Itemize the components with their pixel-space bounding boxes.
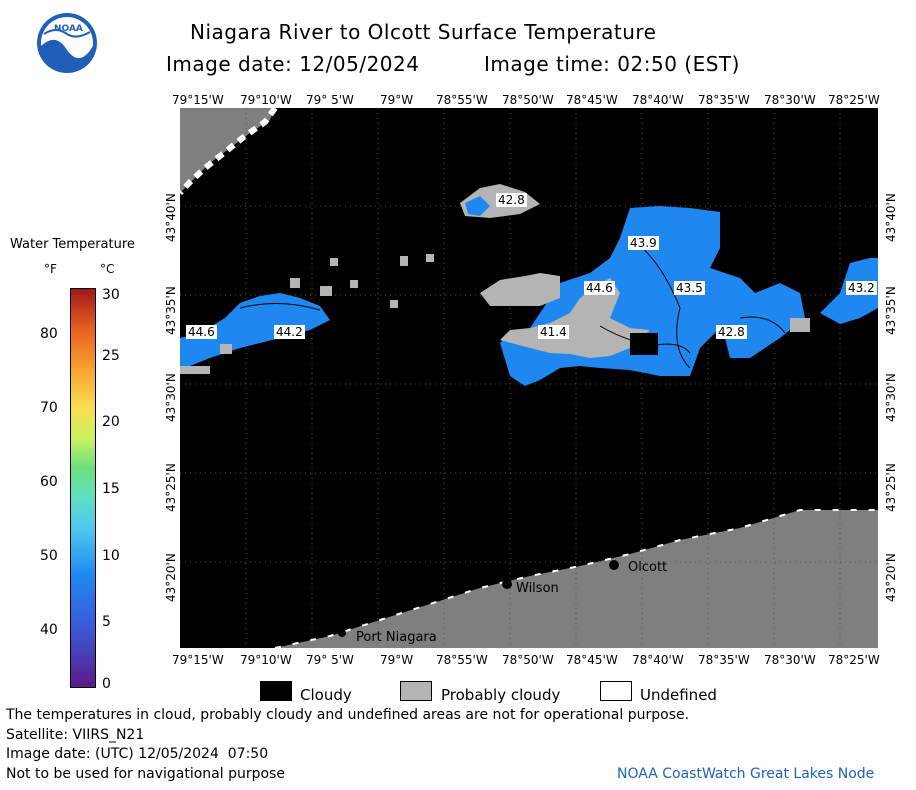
colorbar-c-tick: 25: [102, 348, 120, 364]
contours: [239, 237, 786, 369]
lon-tick: 78°40'W: [632, 93, 684, 107]
lon-tick: 79°W: [380, 653, 414, 667]
colorbar-unit-f: °F: [44, 262, 57, 276]
lon-tick: 78°40'W: [632, 653, 684, 667]
colorbar-f-tick: 40: [40, 622, 58, 638]
lon-tick: 79°10'W: [240, 653, 292, 667]
land-canada-corner: [180, 108, 275, 193]
legend-label-undefined: Undefined: [640, 686, 717, 704]
town-olcott: Olcott: [628, 560, 668, 575]
lon-tick: 78°35'W: [698, 93, 750, 107]
legend-label-cloudy: Cloudy: [300, 686, 352, 704]
lat-tick: 43°25'N: [164, 463, 178, 512]
temp-label: 44.6: [186, 325, 217, 339]
temp-label: 43.2: [846, 281, 877, 295]
lon-tick: 78°50'W: [502, 93, 554, 107]
colorbar-f-tick: 60: [40, 474, 58, 490]
image-date: Image date: 12/05/2024: [166, 52, 420, 76]
temp-label: 44.2: [274, 325, 305, 339]
lon-tick: 78°25'W: [828, 93, 880, 107]
town-port-niagara: Port Niagara: [356, 630, 437, 645]
lat-tick: 43°25'N: [884, 463, 898, 512]
temp-label: 41.4: [538, 325, 569, 339]
legend-swatch-probably-cloudy: [400, 681, 432, 701]
colorbar-c-tick: 15: [102, 481, 120, 497]
footer-note: The temperatures in cloud, probably clou…: [6, 707, 690, 723]
town-wilson: Wilson: [516, 581, 559, 596]
lon-tick: 78°35'W: [698, 653, 750, 667]
footer-credit: NOAA CoastWatch Great Lakes Node: [617, 766, 875, 782]
colorbar-c-tick: 30: [102, 287, 120, 303]
lat-tick: 43°30'N: [164, 373, 178, 422]
lat-tick: 43°40'N: [164, 193, 178, 242]
lon-tick: 78°55'W: [436, 93, 488, 107]
image-time: Image time: 02:50 (EST): [484, 52, 740, 76]
lon-tick: 79° 5'W: [306, 653, 354, 667]
footer-nav-warning: Not to be used for navigational purpose: [6, 766, 285, 782]
lon-tick: 78°50'W: [502, 653, 554, 667]
legend-swatch-cloudy: [260, 681, 292, 701]
colorbar-c-tick: 20: [102, 414, 120, 430]
lat-tick: 43°20'N: [884, 553, 898, 602]
temp-label: 42.8: [716, 325, 747, 339]
colorbar-f-tick: 80: [40, 326, 58, 342]
temp-label: 44.6: [584, 281, 615, 295]
lon-tick: 79°15'W: [172, 93, 224, 107]
lon-tick: 79°10'W: [240, 93, 292, 107]
lat-tick: 43°20'N: [164, 553, 178, 602]
footer-utc-date: Image date: (UTC) 12/05/2024 07:50: [6, 746, 269, 762]
lon-tick: 79° 5'W: [306, 93, 354, 107]
lon-tick: 78°55'W: [436, 653, 488, 667]
colorbar-gradient: [70, 288, 96, 688]
graticule: [180, 108, 878, 648]
legend-label-probably-cloudy: Probably cloudy: [441, 686, 561, 704]
water-patch-west: [180, 293, 330, 370]
lon-tick: 78°30'W: [764, 653, 816, 667]
lat-tick: 43°40'N: [884, 193, 898, 242]
map-graphics: [180, 108, 878, 648]
footer-satellite: Satellite: VIIRS_N21: [6, 727, 145, 743]
colorbar-c-tick: 5: [102, 614, 111, 630]
lon-tick: 79°15'W: [172, 653, 224, 667]
colorbar-title: Water Temperature: [10, 237, 135, 252]
lat-tick: 43°35'N: [884, 286, 898, 335]
lon-tick: 79°W: [380, 93, 414, 107]
colorbar-c-tick: 0: [102, 676, 111, 692]
temp-label: 43.9: [628, 236, 659, 250]
legend-swatch-undefined: [600, 681, 632, 701]
temp-label: 43.5: [674, 281, 705, 295]
temperature-map: 42.8 43.9 44.6 43.5 41.4 44.6 44.2 42.8 …: [180, 108, 878, 648]
lat-tick: 43°30'N: [884, 373, 898, 422]
colorbar-f-tick: 70: [40, 400, 58, 416]
water-patch-east: [480, 206, 878, 386]
lon-tick: 78°45'W: [566, 93, 618, 107]
temp-label: 42.8: [496, 193, 527, 207]
lon-tick: 78°25'W: [828, 653, 880, 667]
lon-tick: 78°45'W: [566, 653, 618, 667]
logo-text: NOAA: [54, 24, 83, 34]
colorbar-f-tick: 50: [40, 548, 58, 564]
colorbar-unit-c: °C: [100, 262, 115, 276]
noaa-logo: NOAA: [36, 12, 98, 74]
colorbar-c-tick: 10: [102, 548, 120, 564]
lat-tick: 43°35'N: [164, 286, 178, 335]
lon-tick: 78°30'W: [764, 93, 816, 107]
page-title: Niagara River to Olcott Surface Temperat…: [190, 20, 657, 44]
